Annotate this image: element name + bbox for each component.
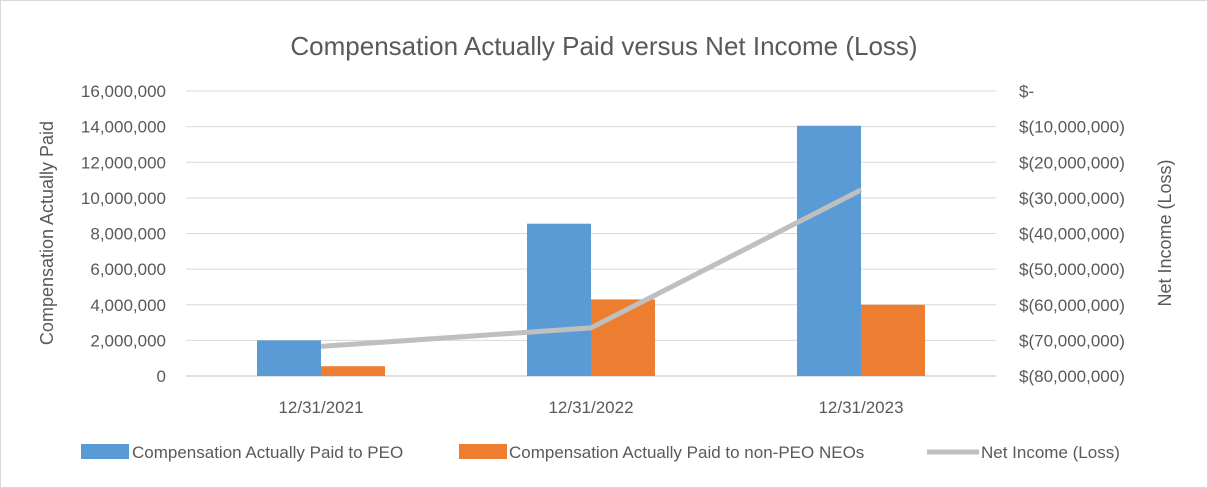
chart-title: Compensation Actually Paid versus Net In… — [290, 31, 917, 61]
bar-non-peo-neos — [321, 366, 385, 376]
y-tick-label: 2,000,000 — [90, 331, 166, 350]
y-tick-label: 0 — [157, 367, 166, 386]
x-axis-ticks: 12/31/2021 12/31/2022 12/31/2023 — [278, 398, 903, 417]
y2-tick-label: $(10,000,000) — [1019, 118, 1125, 137]
y2-tick-label: $(70,000,000) — [1019, 331, 1125, 350]
y-tick-label: 10,000,000 — [81, 189, 166, 208]
y2-axis-ticks: $(80,000,000) $(70,000,000) $(60,000,000) $… — [1019, 82, 1125, 386]
x-tick-label: 12/31/2023 — [818, 398, 903, 417]
bars — [257, 125, 925, 376]
y-tick-label: 12,000,000 — [81, 153, 166, 172]
y2-axis-title: Net Income (Loss) — [1155, 159, 1175, 306]
y2-tick-label: $(80,000,000) — [1019, 367, 1125, 386]
y2-tick-label: $(60,000,000) — [1019, 296, 1125, 315]
legend-label: Compensation Actually Paid to non-PEO NE… — [509, 443, 864, 462]
bar-peo — [527, 223, 591, 376]
legend-swatch — [81, 444, 129, 459]
x-tick-label: 12/31/2022 — [548, 398, 633, 417]
y-tick-label: 14,000,000 — [81, 118, 166, 137]
net-income-line — [320, 187, 863, 349]
line-series — [320, 187, 863, 349]
bar-peo — [257, 340, 321, 376]
legend-label: Net Income (Loss) — [981, 443, 1120, 462]
legend: Compensation Actually Paid to PEO Compens… — [81, 443, 1120, 462]
bar-non-peo-neos — [861, 304, 925, 376]
y2-tick-label: $(40,000,000) — [1019, 225, 1125, 244]
y-tick-label: 8,000,000 — [90, 225, 166, 244]
y-tick-label: 16,000,000 — [81, 82, 166, 101]
y-tick-label: 6,000,000 — [90, 260, 166, 279]
y2-tick-label: $(50,000,000) — [1019, 260, 1125, 279]
y2-tick-label: $(30,000,000) — [1019, 189, 1125, 208]
y-axis-ticks: 0 2,000,000 4,000,000 6,000,000 8,000,000 10,… — [81, 82, 166, 386]
y2-tick-label: $(20,000,000) — [1019, 153, 1125, 172]
y2-tick-label: $- — [1019, 82, 1034, 101]
y-axis-title: Compensation Actually Paid — [37, 121, 57, 345]
legend-label: Compensation Actually Paid to PEO — [132, 443, 403, 462]
bar-peo — [797, 125, 861, 376]
y-tick-label: 4,000,000 — [90, 296, 166, 315]
legend-swatch — [459, 444, 507, 459]
x-tick-label: 12/31/2021 — [278, 398, 363, 417]
